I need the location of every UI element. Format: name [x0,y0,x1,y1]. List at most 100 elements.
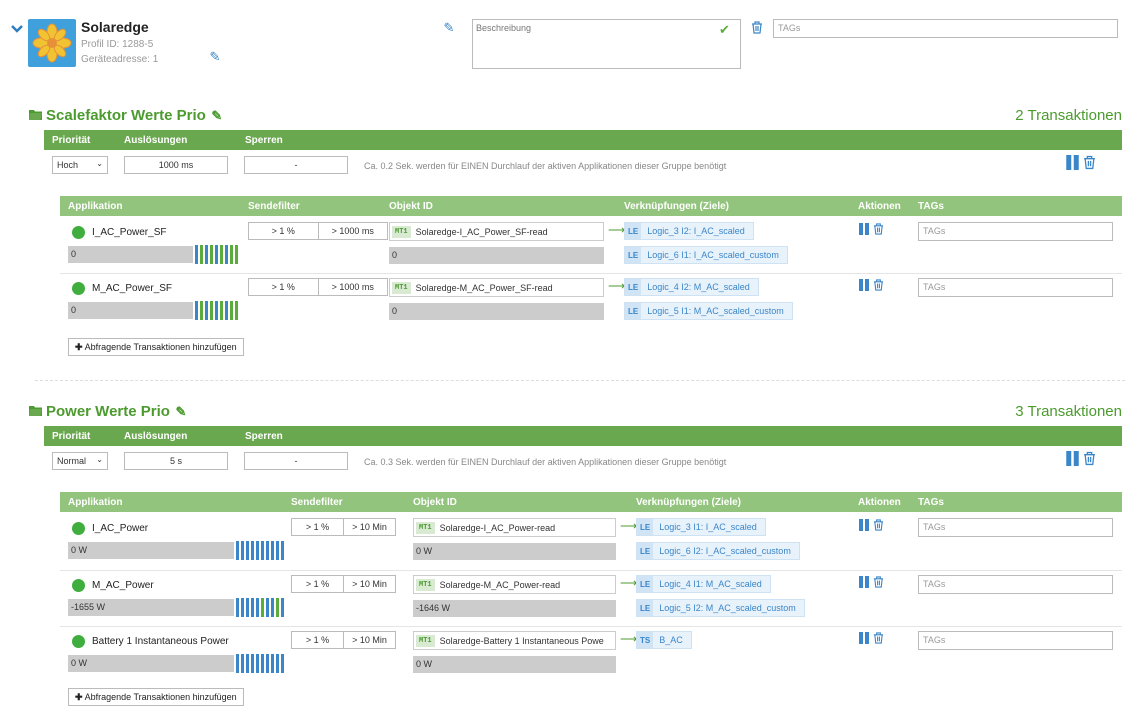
sendfilter[interactable]: > 1 % > 1000 ms [248,278,388,296]
trigger-input[interactable]: 1000 ms [124,156,228,174]
edit-description-pencil-icon[interactable]: ✎ [443,20,455,35]
device-tags-input[interactable]: TAGs [773,19,1118,38]
object-id[interactable]: MT1 Solaredge-M_AC_Power-read [413,575,616,594]
lock-input[interactable]: - [244,156,348,174]
status-dot [72,282,85,295]
object-type-badge: MT1 [416,521,435,534]
runtime-hint: Ca. 0.2 Sek. werden für EINEN Durchlauf … [364,161,727,171]
app-name: I_AC_Power [92,523,149,534]
object-value: 0 [389,247,604,264]
priority-select[interactable]: Hoch ⌄ [52,156,108,174]
status-dot [72,226,85,239]
link-type-badge: LE [637,519,654,535]
link-label: Logic_4 I2: M_AC_scaled [647,282,750,292]
link-type-badge: LE [637,543,654,559]
edit-group-pencil-icon[interactable]: ✎ [211,107,223,123]
object-id-text: Solaredge-Battery 1 Instantaneous Powe [439,635,604,646]
folder-icon [29,403,42,420]
sendfilter-time[interactable]: > 10 Min [343,576,395,592]
sendfilter[interactable]: > 1 % > 10 Min [291,575,396,593]
sendfilter-time[interactable]: > 1000 ms [317,223,388,239]
delete-device-trash-icon[interactable] [751,21,763,39]
add-transaction-button[interactable]: ✚ Abfragende Transaktionen hinzufügen [68,688,244,706]
pause-group-icon[interactable] [1065,451,1080,471]
pause-transaction-icon[interactable] [858,632,870,647]
link-target[interactable]: LE Logic_5 I2: M_AC_scaled_custom [636,599,805,617]
object-id-text: Solaredge-M_AC_Power-read [439,579,561,590]
object-id[interactable]: MT1 Solaredge-I_AC_Power-read [413,518,616,537]
sendfilter-change[interactable]: > 1 % [305,579,330,589]
sendfilter-change[interactable]: > 1 % [305,635,330,645]
delete-transaction-trash-icon[interactable] [873,576,884,591]
history-bars [236,541,284,560]
pause-transaction-icon[interactable] [858,279,870,294]
link-type-badge: LE [637,576,654,592]
object-value: 0 [389,303,604,320]
sendfilter-change[interactable]: > 1 % [305,522,330,532]
trigger-header: Auslösungen [124,135,188,146]
app-name: Battery 1 Instantaneous Power [92,636,229,647]
edit-address-pencil-icon[interactable]: ✎ [209,49,221,64]
priority-select[interactable]: Normal ⌄ [52,452,108,470]
row-divider [60,570,1122,571]
sendfilter-change[interactable]: > 1 % [271,282,295,292]
row-actions [858,576,884,591]
pause-transaction-icon[interactable] [858,576,870,591]
tags-col-header: TAGs [918,497,944,508]
link-arrow-icon: ⟶ [608,279,626,293]
delete-transaction-trash-icon[interactable] [873,279,884,294]
link-target[interactable]: LE Logic_6 I2: I_AC_scaled_custom [636,542,800,560]
edit-group-pencil-icon[interactable]: ✎ [175,403,187,419]
object-id[interactable]: MT1 Solaredge-M_AC_Power_SF-read [389,278,604,297]
object-id-text: Solaredge-I_AC_Power-read [439,522,556,533]
link-target[interactable]: LE Logic_6 I1: I_AC_scaled_custom [624,246,788,264]
add-transaction-button[interactable]: ✚ Abfragende Transaktionen hinzufügen [68,338,244,356]
collapse-chevron-icon[interactable] [10,22,26,38]
link-arrow-icon: ⟶ [620,576,638,590]
delete-transaction-trash-icon[interactable] [873,632,884,647]
app-col-header: Applikation [68,497,123,508]
add-transaction-label: Abfragende Transaktionen hinzufügen [84,342,237,352]
object-id[interactable]: MT1 Solaredge-I_AC_Power_SF-read [389,222,604,241]
lock-input[interactable]: - [244,452,348,470]
transaction-tags-input[interactable]: TAGs [918,631,1113,650]
object-id-text: Solaredge-I_AC_Power_SF-read [415,226,548,237]
sendfilter-change[interactable]: > 1 % [271,226,295,236]
delete-group-trash-icon[interactable] [1083,451,1096,471]
pause-transaction-icon[interactable] [858,519,870,534]
group-actions [1065,451,1096,471]
sendfilter-time[interactable]: > 1000 ms [317,279,388,295]
object-id[interactable]: MT1 Solaredge-Battery 1 Instantaneous Po… [413,631,616,650]
link-target[interactable]: LE Logic_5 I1: M_AC_scaled_custom [624,302,793,320]
sendfilter[interactable]: > 1 % > 10 Min [291,631,396,649]
sendfilter[interactable]: > 1 % > 10 Min [291,518,396,536]
transaction-count: 2 Transaktionen [1015,107,1122,124]
delete-group-trash-icon[interactable] [1083,155,1096,175]
confirm-check-icon[interactable]: ✔ [719,22,730,37]
sendfilter-time[interactable]: > 10 Min [343,632,395,648]
link-target[interactable]: LE Logic_4 I2: M_AC_scaled [624,278,759,296]
delete-transaction-trash-icon[interactable] [873,223,884,238]
transaction-tags-input[interactable]: TAGs [918,278,1113,297]
sendfilter-time[interactable]: > 10 Min [343,519,395,535]
link-type-badge: LE [625,223,642,239]
transactions-header-bar: Applikation Sendefilter Objekt ID Verknü… [60,492,1122,512]
description-field[interactable]: Beschreibung [472,19,741,69]
link-target[interactable]: TS B_AC [636,631,692,649]
trigger-input[interactable]: 5 s [124,452,228,470]
sendfilter[interactable]: > 1 % > 1000 ms [248,222,388,240]
delete-transaction-trash-icon[interactable] [873,519,884,534]
link-target[interactable]: LE Logic_3 I2: I_AC_scaled [624,222,754,240]
device-name: Solaredge [81,19,149,35]
objid-col-header: Objekt ID [389,201,433,212]
chevron-down-icon: ⌄ [96,159,103,168]
pause-group-icon[interactable] [1065,155,1080,175]
transaction-tags-input[interactable]: TAGs [918,518,1113,537]
object-type-badge: MT1 [392,281,411,294]
pause-transaction-icon[interactable] [858,223,870,238]
link-target[interactable]: LE Logic_3 I1: I_AC_scaled [636,518,766,536]
group-header-bar: Priorität Auslösungen Sperren [44,130,1122,150]
transaction-tags-input[interactable]: TAGs [918,575,1113,594]
transaction-tags-input[interactable]: TAGs [918,222,1113,241]
link-target[interactable]: LE Logic_4 I1: M_AC_scaled [636,575,771,593]
